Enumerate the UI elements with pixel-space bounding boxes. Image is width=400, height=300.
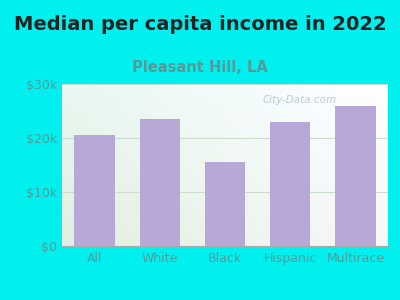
Text: Median per capita income in 2022: Median per capita income in 2022 [14,15,386,34]
Bar [335,106,376,246]
Bar [205,162,245,246]
Bar [140,119,180,246]
Text: Pleasant Hill, LA: Pleasant Hill, LA [132,60,268,75]
Bar [270,122,310,246]
Bar [74,135,115,246]
Text: City-Data.com: City-Data.com [263,95,337,105]
